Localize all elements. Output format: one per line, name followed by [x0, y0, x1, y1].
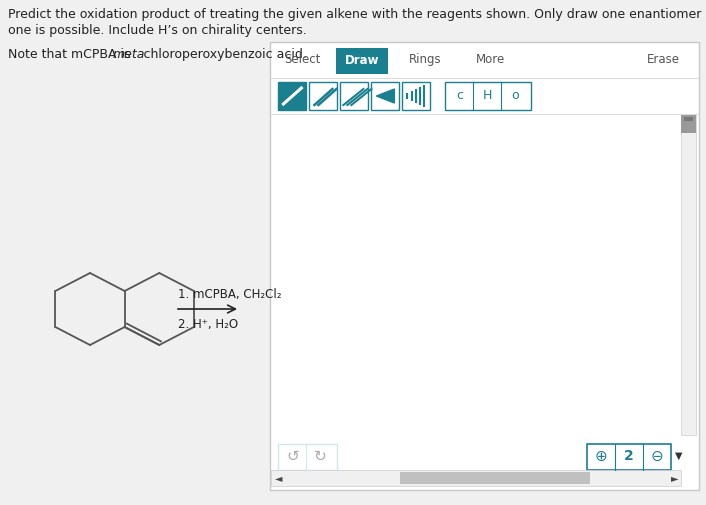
Bar: [309, 83, 337, 111]
Bar: [271, 470, 681, 486]
Bar: [340, 83, 369, 111]
Text: one is possible. Include H’s on chirality centers.: one is possible. Include H’s on chiralit…: [8, 24, 306, 37]
Text: Predict the oxidation product of treating the given alkene with the reagents sho: Predict the oxidation product of treatin…: [8, 8, 706, 21]
Text: Erase: Erase: [647, 53, 680, 66]
Text: ⊖: ⊖: [650, 448, 664, 463]
Polygon shape: [376, 90, 395, 104]
Bar: [278, 83, 306, 111]
Text: ↺: ↺: [286, 448, 299, 463]
Text: o: o: [512, 89, 519, 102]
Bar: [400, 472, 590, 484]
Text: ⊕: ⊕: [594, 448, 607, 463]
Bar: [684, 118, 693, 122]
Bar: [681, 116, 696, 435]
Text: Select: Select: [285, 53, 321, 66]
Text: Draw: Draw: [345, 54, 380, 67]
Text: ↻: ↻: [314, 448, 327, 463]
Text: -chloroperoxybenzoic acid.: -chloroperoxybenzoic acid.: [139, 48, 307, 61]
Text: 2. H⁺, H₂O: 2. H⁺, H₂O: [178, 317, 238, 330]
Bar: [270, 43, 699, 490]
Bar: [278, 444, 337, 470]
Text: 2: 2: [624, 448, 634, 462]
Text: Rings: Rings: [408, 53, 441, 66]
Bar: [445, 83, 532, 111]
Bar: [402, 83, 431, 111]
Text: ◄: ◄: [275, 472, 282, 482]
Bar: [587, 444, 671, 470]
Bar: [336, 49, 388, 75]
Text: 1. mCPBA, CH₂Cl₂: 1. mCPBA, CH₂Cl₂: [178, 287, 282, 300]
Text: c: c: [456, 89, 463, 102]
Text: H: H: [483, 89, 492, 102]
Text: Note that mCPBA is: Note that mCPBA is: [8, 48, 135, 61]
Text: ▼: ▼: [675, 450, 683, 460]
Bar: [371, 83, 400, 111]
Bar: [681, 116, 696, 134]
Text: ►: ►: [671, 472, 678, 482]
Text: More: More: [475, 53, 505, 66]
Text: meta: meta: [113, 48, 145, 61]
